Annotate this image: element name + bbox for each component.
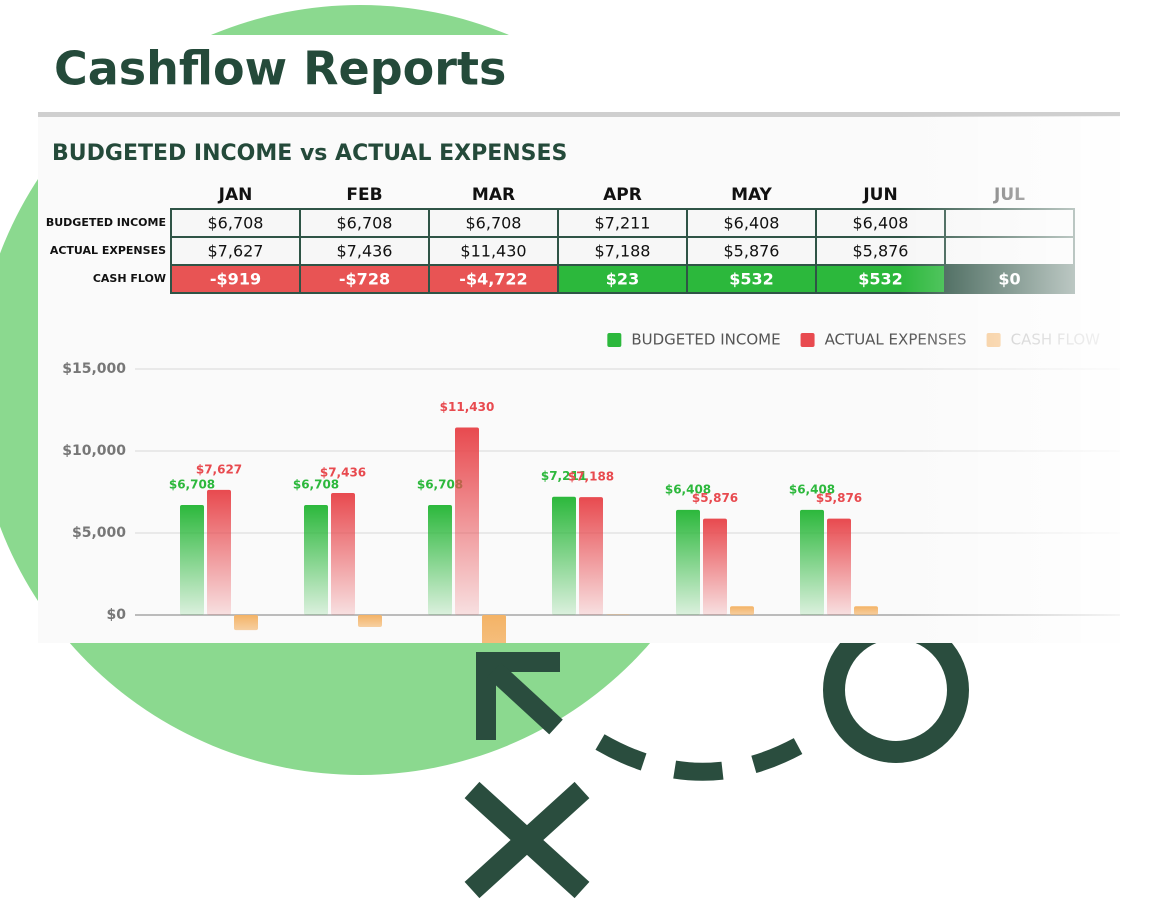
data-label: $7,188 (568, 470, 614, 484)
bar (331, 493, 355, 615)
legend-swatch (607, 333, 621, 347)
month-header: JUN (862, 185, 897, 205)
cell-value: $532 (729, 270, 774, 289)
data-label: $7,436 (320, 466, 366, 480)
cell-value: $7,188 (595, 242, 651, 261)
bar (579, 497, 603, 615)
cell-value: -$4,722 (459, 270, 527, 289)
bar (304, 505, 328, 615)
month-header: FEB (346, 185, 382, 205)
row-label: BUDGETED INCOME (46, 216, 166, 229)
bar (827, 519, 851, 615)
row-label: ACTUAL EXPENSES (50, 244, 166, 257)
data-label: $6,708 (293, 477, 339, 491)
month-header: MAY (731, 185, 772, 205)
bar (676, 510, 700, 615)
play-diagram (472, 628, 958, 890)
cell-value: $6,708 (208, 214, 264, 233)
y-tick-label: $5,000 (72, 525, 126, 541)
cell-value: $11,430 (460, 242, 526, 261)
cell-value: $7,627 (208, 242, 264, 261)
data-label: $5,876 (816, 491, 862, 505)
bar (730, 606, 754, 615)
bar (358, 615, 382, 627)
month-header: JAN (218, 185, 253, 205)
cell-value: $6,708 (466, 214, 522, 233)
bar (180, 505, 204, 615)
y-tick-label: $10,000 (62, 443, 126, 459)
data-label: $7,627 (196, 462, 242, 476)
cell-value: $532 (858, 270, 903, 289)
cell-value: -$728 (339, 270, 390, 289)
cell-value: $5,876 (724, 242, 780, 261)
bar (234, 615, 258, 630)
bar (455, 428, 479, 615)
data-label: $11,430 (440, 400, 495, 414)
page-title: Cashflow Reports (54, 42, 506, 96)
bar (428, 505, 452, 615)
cell-value: $6,708 (337, 214, 393, 233)
bar (800, 510, 824, 615)
y-tick-label: $0 (107, 607, 127, 623)
data-label: $6,708 (169, 477, 215, 491)
bar (703, 519, 727, 615)
subtitle: BUDGETED INCOME vs ACTUAL EXPENSES (52, 141, 567, 166)
row-label: CASH FLOW (93, 272, 166, 285)
month-header: APR (603, 185, 642, 205)
right-fade (900, 116, 1120, 643)
bar (552, 497, 576, 615)
cell-value: $7,211 (595, 214, 651, 233)
bar (854, 606, 878, 615)
cell-value: $6,408 (724, 214, 780, 233)
legend-label: BUDGETED INCOME (631, 331, 780, 349)
month-header: MAR (472, 185, 515, 205)
cell-value: -$919 (210, 270, 261, 289)
data-label: $5,876 (692, 491, 738, 505)
card: Cashflow Reports BUDGETED INCOME vs ACTU… (38, 35, 1120, 692)
y-tick-label: $15,000 (62, 361, 126, 377)
cell-value: $7,436 (337, 242, 393, 261)
bar (207, 490, 231, 615)
legend-swatch (801, 333, 815, 347)
cell-value: $23 (606, 270, 639, 289)
